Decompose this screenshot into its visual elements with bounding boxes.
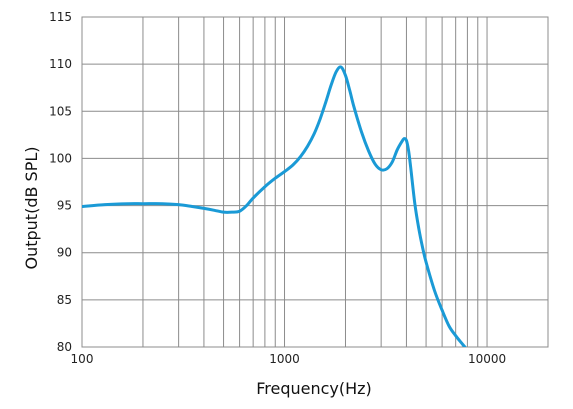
x-tick-label: 10000 (468, 352, 506, 366)
series-line (82, 65, 467, 347)
grid-lines (81, 16, 549, 348)
x-tick-label: 1000 (269, 352, 300, 366)
x-axis-label: Frequency(Hz) (256, 379, 372, 398)
plot-frame (81, 16, 549, 348)
y-axis-label: Output(dB SPL) (22, 147, 41, 270)
x-tick-labels: 100 1000 10000 (71, 352, 507, 366)
y-tick-label: 115 (49, 10, 72, 24)
series-layer (82, 65, 467, 347)
y-tick-label: 110 (49, 57, 72, 71)
y-tick-label: 90 (57, 246, 72, 260)
y-tick-label: 105 (49, 104, 72, 118)
y-tick-label: 95 (57, 199, 72, 213)
y-tick-labels: 80 85 90 95 100 105 110 115 (49, 10, 72, 354)
x-tick-label: 100 (71, 352, 94, 366)
y-tick-label: 85 (57, 293, 72, 307)
y-tick-label: 100 (49, 151, 72, 165)
y-tick-label: 80 (57, 340, 72, 354)
